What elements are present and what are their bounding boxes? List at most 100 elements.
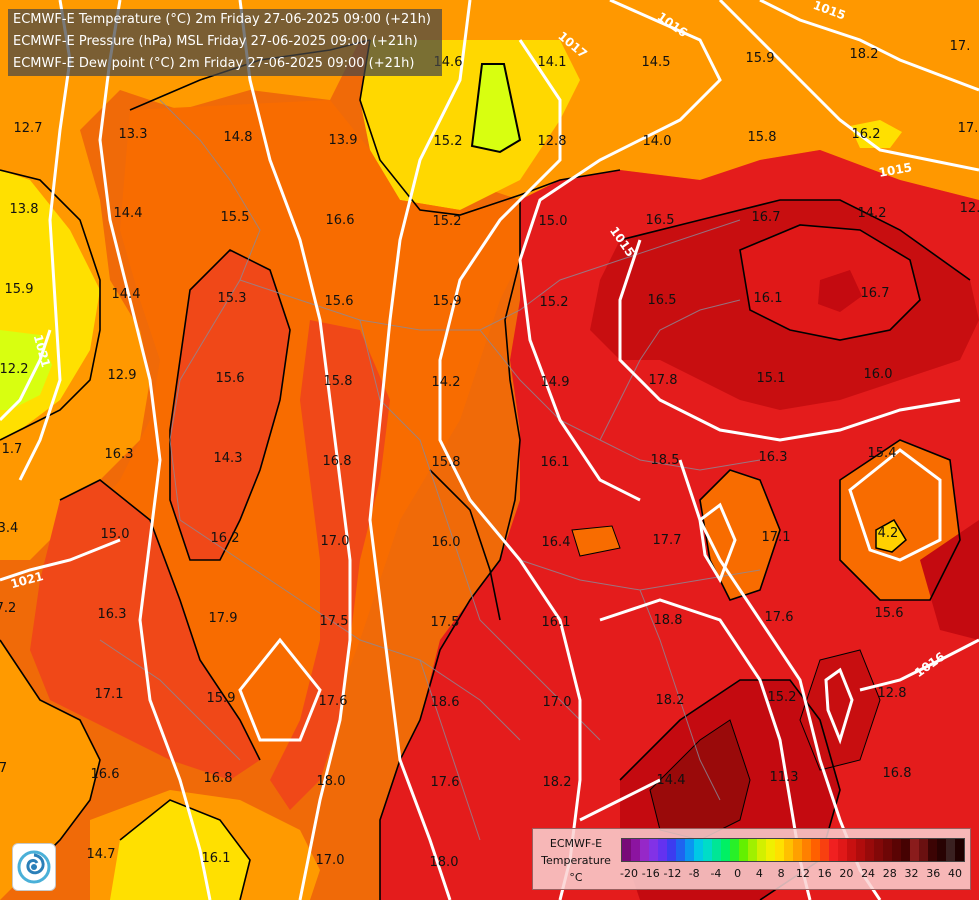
legend-tick-label: 20 — [839, 867, 854, 880]
legend-title-unit: °C — [569, 871, 583, 884]
dewpoint-label: 14.4 — [657, 773, 686, 788]
zone-orange-central — [70, 100, 520, 760]
dewpoint-label: 16.7 — [861, 286, 890, 301]
legend-swatch — [820, 839, 829, 861]
dewpoint-label: 13.9 — [329, 133, 358, 148]
dewpoint-label: 14.5 — [642, 55, 671, 70]
legend-swatch — [829, 839, 838, 861]
legend-swatch — [955, 839, 964, 861]
dewpoint-label: 14.2 — [432, 375, 461, 390]
legend-title-variable: Temperature — [541, 854, 611, 867]
dewpoint-label: 15.9 — [5, 282, 34, 297]
dewpoint-label: 13.8 — [10, 202, 39, 217]
dewpoint-label: 15.2 — [434, 134, 463, 149]
dewpoint-label: 14.2 — [858, 206, 887, 221]
dewpoint-label: 13.3 — [119, 127, 148, 142]
dewpoint-label: 12. — [960, 201, 979, 216]
legend-swatch — [775, 839, 784, 861]
legend-swatch — [631, 839, 640, 861]
zone-orange-red-center — [270, 320, 390, 810]
dewpoint-label: 15.6 — [325, 294, 354, 309]
legend-swatch — [883, 839, 892, 861]
dewpoint-label: 15.8 — [324, 374, 353, 389]
dewpoint-label: 17.0 — [321, 534, 350, 549]
legend-swatch — [784, 839, 793, 861]
dewpoint-label: 18.6 — [431, 695, 460, 710]
legend-swatch — [658, 839, 667, 861]
title-dewpoint: ECMWF-E Dew point (°C) 2m Friday 27-06-2… — [13, 56, 415, 71]
dewpoint-label: 16.2 — [211, 531, 240, 546]
dewpoint-label: 7 — [0, 761, 7, 776]
legend-tick-label: -4 — [710, 867, 722, 880]
zone-yellow-pocket-southeast — [875, 518, 907, 553]
legend-color-scale — [621, 838, 965, 862]
legend-swatch — [919, 839, 928, 861]
dewpoint-label: 16.1 — [541, 455, 570, 470]
dewpoint-label: 15.1 — [757, 371, 786, 386]
legend-swatch — [676, 839, 685, 861]
dewpoint-label: 12.7 — [14, 121, 43, 136]
legend-tick-label: 4 — [755, 867, 763, 880]
title-pressure: ECMWF-E Pressure (hPa) MSL Friday 27-06-… — [13, 34, 418, 49]
dewpoint-label: 16.1 — [202, 851, 231, 866]
dewpoint-label: 16.2 — [852, 127, 881, 142]
legend-swatch — [874, 839, 883, 861]
zone-orange-pocket-east — [700, 470, 780, 600]
dewpoint-label: 17.5 — [320, 614, 349, 629]
legend-swatch — [766, 839, 775, 861]
dewpoint-label: 15.3 — [218, 291, 247, 306]
dewpoint-label: 12.8 — [538, 134, 567, 149]
legend-tick-label: -12 — [663, 867, 682, 880]
legend-tick-label: 32 — [904, 867, 919, 880]
dewpoint-label: 14.1 — [538, 55, 567, 70]
legend-tick-label: 24 — [861, 867, 876, 880]
dewpoint-label: 15.4 — [868, 446, 897, 461]
legend-tick-label: 8 — [777, 867, 785, 880]
title-temperature: ECMWF-E Temperature (°C) 2m Friday 27-06… — [13, 12, 431, 27]
dewpoint-label: 16.8 — [883, 766, 912, 781]
legend-tick-labels: -20 -16 -12 -8 -4 0 4 8 12 16 20 24 28 32 36 40 — [620, 867, 967, 881]
zone-yellow-north — [360, 40, 580, 210]
zone-orange-light-southwest — [0, 640, 100, 900]
dewpoint-label: 12.9 — [108, 368, 137, 383]
legend-swatch — [667, 839, 676, 861]
zone-dark-red-east-edge — [920, 520, 979, 640]
legend-swatch — [640, 839, 649, 861]
dewpoint-label: 18.0 — [430, 855, 459, 870]
legend-swatch — [856, 839, 865, 861]
dewpoint-label: 17.6 — [765, 610, 794, 625]
dewpoint-label: 18.8 — [654, 613, 683, 628]
dewpoint-label: 16.3 — [105, 447, 134, 462]
dewpoint-label: 16.0 — [432, 535, 461, 550]
legend-swatch — [892, 839, 901, 861]
legend-tick-label: 16 — [817, 867, 832, 880]
dewpoint-label: 14.3 — [214, 451, 243, 466]
legend-tick-label: 28 — [882, 867, 897, 880]
dewpoint-label: 17.7 — [653, 533, 682, 548]
dewpoint-label: 15.9 — [433, 294, 462, 309]
legend-swatch — [865, 839, 874, 861]
dewpoint-label: 15.0 — [539, 214, 568, 229]
dewpoint-label: 14.0 — [643, 134, 672, 149]
legend-swatch — [694, 839, 703, 861]
zone-yellow-northeast — [850, 120, 902, 148]
legend-swatch — [928, 839, 937, 861]
legend-swatch — [811, 839, 820, 861]
dewpoint-label: 3.4 — [0, 521, 18, 536]
dewpoint-label: 16.3 — [759, 450, 788, 465]
dewpoint-label: 7.2 — [0, 601, 16, 616]
dewpoint-label: 17.6 — [431, 775, 460, 790]
dewpoint-label: 16.7 — [752, 210, 781, 225]
dewpoint-label: 15.2 — [540, 295, 569, 310]
zone-lime-north — [470, 63, 522, 154]
dewpoint-label: 16.6 — [326, 213, 355, 228]
dewpoint-label: 16.3 — [98, 607, 127, 622]
dewpoint-label: 15.6 — [216, 371, 245, 386]
legend-tick-label: 40 — [948, 867, 962, 880]
dewpoint-label: 15.2 — [768, 690, 797, 705]
legend-swatch — [946, 839, 955, 861]
dewpoint-label: 16.4 — [542, 535, 571, 550]
dewpoint-label: 17.6 — [319, 694, 348, 709]
